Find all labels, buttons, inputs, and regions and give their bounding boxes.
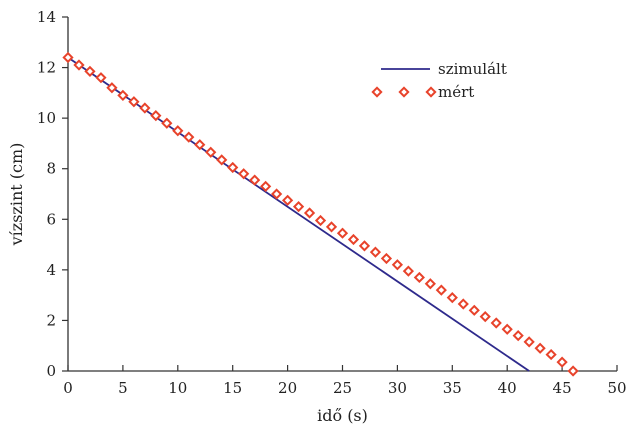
data-point-mert [424,278,436,290]
x-tick-label: 30 [388,379,407,397]
y-tick-label: 10 [37,109,56,127]
data-point-mert [446,292,458,304]
y-axis-title: vízszint (cm) [7,143,26,247]
data-point-mert [139,102,151,114]
data-point-mert [205,146,217,158]
x-axis-title: idő (s) [317,406,368,425]
data-point-mert [271,188,283,200]
data-point-mert [314,214,327,227]
y-ticks: 0 2 4 6 8 10 12 14 [37,8,68,380]
y-tick-label: 14 [37,8,56,26]
series-line-szimulalt [67,56,530,372]
legend-marker [371,86,383,98]
y-tick-label: 6 [46,210,56,228]
x-tick-label: 10 [168,379,187,397]
data-point-mert [84,65,96,77]
data-point-mert [95,72,107,84]
data-point-mert [545,348,557,361]
y-tick-label: 8 [46,160,56,178]
data-point-mert [73,59,85,71]
data-point-mert [523,336,535,348]
data-point-mert [194,139,206,151]
x-tick-label: 15 [223,379,242,397]
legend-label-mert: mért [438,83,474,101]
y-tick-label: 2 [46,311,56,329]
data-point-mert [501,323,513,335]
data-point-mert [567,365,579,377]
data-point-mert [380,252,393,265]
legend-marker-sample [371,86,437,98]
data-point-mert [227,161,239,174]
data-point-mert [238,168,250,180]
data-point-mert [161,117,173,129]
data-point-mert [490,317,502,329]
data-point-mert [369,246,382,258]
legend-marker [398,86,410,98]
y-tick-label: 0 [46,362,56,380]
y-tick-label: 12 [37,59,56,77]
legend: szimulált mért [371,60,507,101]
x-tick-label: 5 [118,379,128,397]
x-ticks: 0 5 10 15 20 25 30 35 40 45 50 [63,365,627,397]
data-point-mert [457,298,469,310]
data-point-mert [303,207,316,219]
data-point-mert [292,201,305,213]
data-point-mert [468,304,480,316]
x-tick-label: 35 [443,379,462,397]
data-point-mert [183,131,195,143]
data-point-mert [391,259,404,271]
data-point-mert [106,82,118,94]
data-point-mert [435,284,447,296]
data-point-mert [172,125,184,137]
data-point-mert [150,110,162,122]
x-tick-label: 20 [278,379,297,397]
data-point-mert [347,233,360,246]
data-point-mert [128,96,140,108]
data-point-mert [358,240,371,252]
data-point-mert [534,342,546,354]
data-point-mert [512,329,524,342]
data-point-mert [62,51,74,64]
data-point-mert [325,221,338,233]
data-point-mert [281,194,294,206]
x-tick-label: 40 [498,379,517,397]
x-tick-label: 45 [553,379,572,397]
x-tick-label: 50 [607,379,626,397]
series-markers-mert [62,51,579,377]
data-point-mert [216,154,228,166]
data-point-mert [402,265,414,277]
x-tick-label: 25 [333,379,352,397]
y-tick-label: 4 [46,261,56,279]
series-layer [62,51,579,377]
data-point-mert [413,271,425,284]
data-point-mert [249,174,261,186]
data-point-mert [556,356,568,368]
axes [67,17,617,372]
legend-label-szimulalt: szimulált [438,60,507,78]
legend-marker [425,86,437,98]
data-point-mert [260,180,272,193]
data-point-mert [336,227,349,239]
x-tick-label: 0 [63,379,73,397]
data-point-mert [479,311,491,323]
data-point-mert [117,89,129,101]
